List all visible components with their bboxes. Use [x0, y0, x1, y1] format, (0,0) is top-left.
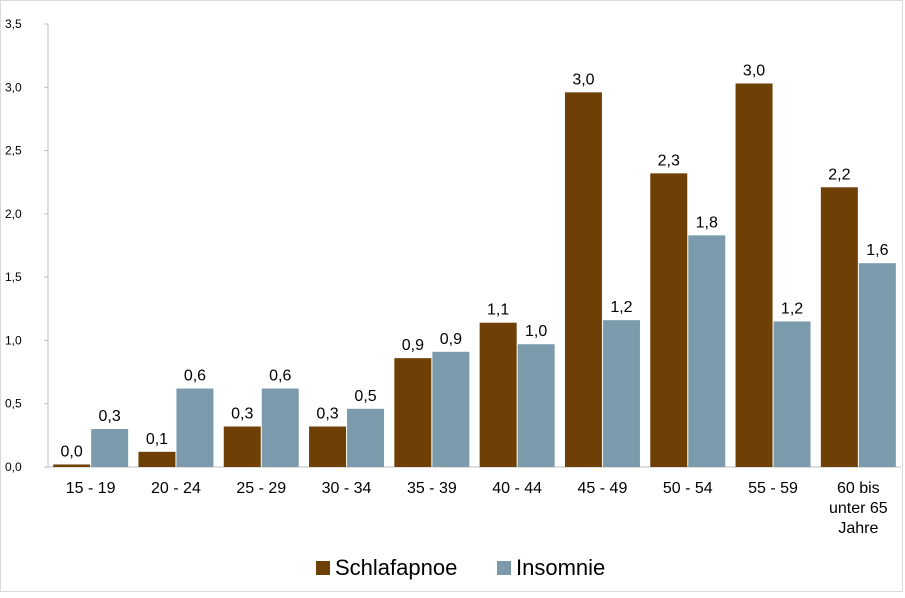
bar-schlafapnoe [223, 426, 261, 467]
data-label: 1,2 [610, 299, 632, 316]
data-label: 0,9 [402, 337, 424, 354]
x-tick-label: 45 - 49 [578, 480, 628, 497]
x-tick-label-line: 55 - 59 [748, 480, 798, 497]
x-tick-label-line: 45 - 49 [578, 480, 628, 497]
y-tick-label: 2,0 [5, 207, 22, 221]
y-tick-label: 1,0 [5, 333, 22, 347]
x-tick-label: 30 - 34 [322, 480, 372, 497]
y-tick-label: 0,0 [5, 460, 22, 474]
data-label: 0,6 [184, 368, 206, 385]
data-label: 0,5 [354, 388, 376, 405]
bar-insomnie [688, 235, 726, 467]
x-tick-label-line: Jahre [838, 520, 878, 537]
bar-insomnie [773, 321, 811, 467]
x-tick-label-line: unter 65 [829, 500, 888, 517]
bar-schlafapnoe [820, 187, 858, 467]
x-tick-label-line: 15 - 19 [66, 480, 116, 497]
y-tick-label: 1,5 [5, 270, 22, 284]
data-label: 3,0 [743, 62, 765, 79]
y-axis: 0,0 0,5 1,0 1,5 2,0 2,5 3,0 3,5 [5, 17, 49, 474]
bar-schlafapnoe [53, 464, 91, 467]
bar-insomnie [432, 351, 470, 467]
y-tick-label: 0,5 [5, 397, 22, 411]
legend-swatch-schlafapnoe [316, 561, 330, 575]
data-label: 1,6 [866, 242, 888, 259]
bar-schlafapnoe [309, 426, 347, 467]
data-label: 0,3 [316, 405, 338, 422]
data-label: 0,9 [440, 331, 462, 348]
legend-swatch-insomnie [497, 561, 511, 575]
bar-insomnie [261, 388, 299, 467]
x-tick-label: 50 - 54 [663, 480, 713, 497]
x-tick-label: 40 - 44 [492, 480, 542, 497]
x-tick-label-line: 20 - 24 [151, 480, 201, 497]
bar-schlafapnoe [479, 322, 517, 467]
x-tick-label-line: 25 - 29 [236, 480, 286, 497]
data-label: 2,3 [658, 152, 680, 169]
x-tick-label-line: 60 bis [837, 480, 880, 497]
legend-label-schlafapnoe: Schlafapnoe [335, 555, 457, 580]
y-tick-label: 2,5 [5, 144, 22, 158]
bar-insomnie [347, 408, 385, 467]
x-tick-label-line: 30 - 34 [322, 480, 372, 497]
bar-insomnie [91, 429, 129, 467]
bar-schlafapnoe [394, 358, 432, 467]
x-tick-label-line: 40 - 44 [492, 480, 542, 497]
x-tick-label: 60 bis unter 65 Jahre [829, 480, 888, 537]
bar-schlafapnoe [138, 451, 176, 467]
y-tick-label: 3,0 [5, 80, 22, 94]
data-label: 0,0 [61, 443, 83, 460]
bar-schlafapnoe [735, 83, 773, 467]
x-tick-label: 20 - 24 [151, 480, 201, 497]
bar-insomnie [602, 320, 640, 467]
data-label: 0,1 [146, 431, 168, 448]
x-tick-label-line: 35 - 39 [407, 480, 457, 497]
legend: Schlafapnoe Insomnie [316, 555, 605, 580]
bar-schlafapnoe [650, 173, 688, 467]
x-tick-label: 15 - 19 [66, 480, 116, 497]
data-label: 2,2 [828, 166, 850, 183]
data-label: 1,2 [781, 300, 803, 317]
data-label: 1,8 [696, 214, 718, 231]
data-label: 0,3 [99, 408, 121, 425]
bar-insomnie [517, 344, 555, 467]
x-axis: 15 - 19 20 - 24 25 - 29 30 - 34 35 - 39 40 - … [48, 466, 901, 537]
bar-insomnie [176, 388, 214, 467]
data-label: 1,1 [487, 302, 509, 319]
bar-schlafapnoe [564, 92, 602, 467]
data-labels: 0,0 0,3 0,1 0,6 0,3 0,6 0,3 0,5 0,9 0,9 1,1 1,0 3,0 1… [61, 62, 889, 460]
x-tick-label: 35 - 39 [407, 480, 457, 497]
data-label: 1,0 [525, 323, 547, 340]
x-tick-label-line: 50 - 54 [663, 480, 713, 497]
x-tick-label: 55 - 59 [748, 480, 798, 497]
data-label: 0,6 [269, 368, 291, 385]
bar-insomnie [858, 263, 896, 467]
x-tick-label: 25 - 29 [236, 480, 286, 497]
y-tick-label: 3,5 [5, 17, 22, 31]
data-label: 0,3 [231, 405, 253, 422]
bars [53, 83, 896, 467]
data-label: 3,0 [572, 71, 594, 88]
legend-label-insomnie: Insomnie [516, 555, 605, 580]
